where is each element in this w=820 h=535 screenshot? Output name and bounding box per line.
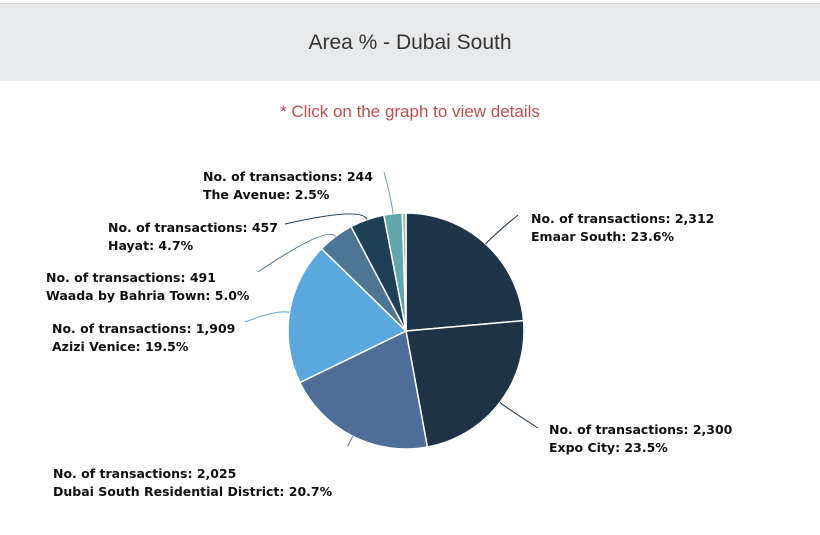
- leader-line: [485, 214, 519, 245]
- chart-title: Area % - Dubai South: [308, 30, 512, 54]
- chart-header: Area % - Dubai South: [0, 3, 820, 81]
- leader-line: [257, 233, 336, 273]
- data-label-transactions: No. of transactions: 244: [203, 169, 373, 184]
- data-label-transactions: No. of transactions: 457: [108, 220, 278, 235]
- click-hint: * Click on the graph to view details: [280, 102, 540, 121]
- leader-line: [347, 436, 354, 447]
- data-label-transactions: No. of transactions: 2,300: [549, 422, 733, 437]
- data-label-name: Expo City: 23.5%: [549, 440, 668, 455]
- pie-slice[interactable]: [401, 212, 407, 332]
- data-label-transactions: No. of transactions: 2,312: [531, 211, 714, 226]
- leader-line: [499, 402, 539, 429]
- data-label-name: Hayat: 4.7%: [108, 238, 194, 253]
- data-label-name: Waada by Bahria Town: 5.0%: [46, 288, 250, 303]
- pie-slice[interactable]: [405, 212, 525, 332]
- data-label-name: Emaar South: 23.6%: [531, 229, 675, 244]
- data-label-name: The Avenue: 2.5%: [203, 187, 330, 202]
- leader-line: [383, 171, 394, 214]
- leader-line: [284, 213, 368, 225]
- data-label-name: Azizi Venice: 19.5%: [52, 339, 189, 354]
- data-label-transactions: No. of transactions: 2,025: [53, 466, 236, 481]
- pie-slice[interactable]: [298, 329, 429, 450]
- leader-line: [244, 311, 290, 323]
- data-label-transactions: No. of transactions: 1,909: [52, 321, 235, 336]
- data-label-transactions: No. of transactions: 491: [46, 270, 216, 285]
- data-label-name: Dubai South Residential District: 20.7%: [53, 484, 333, 499]
